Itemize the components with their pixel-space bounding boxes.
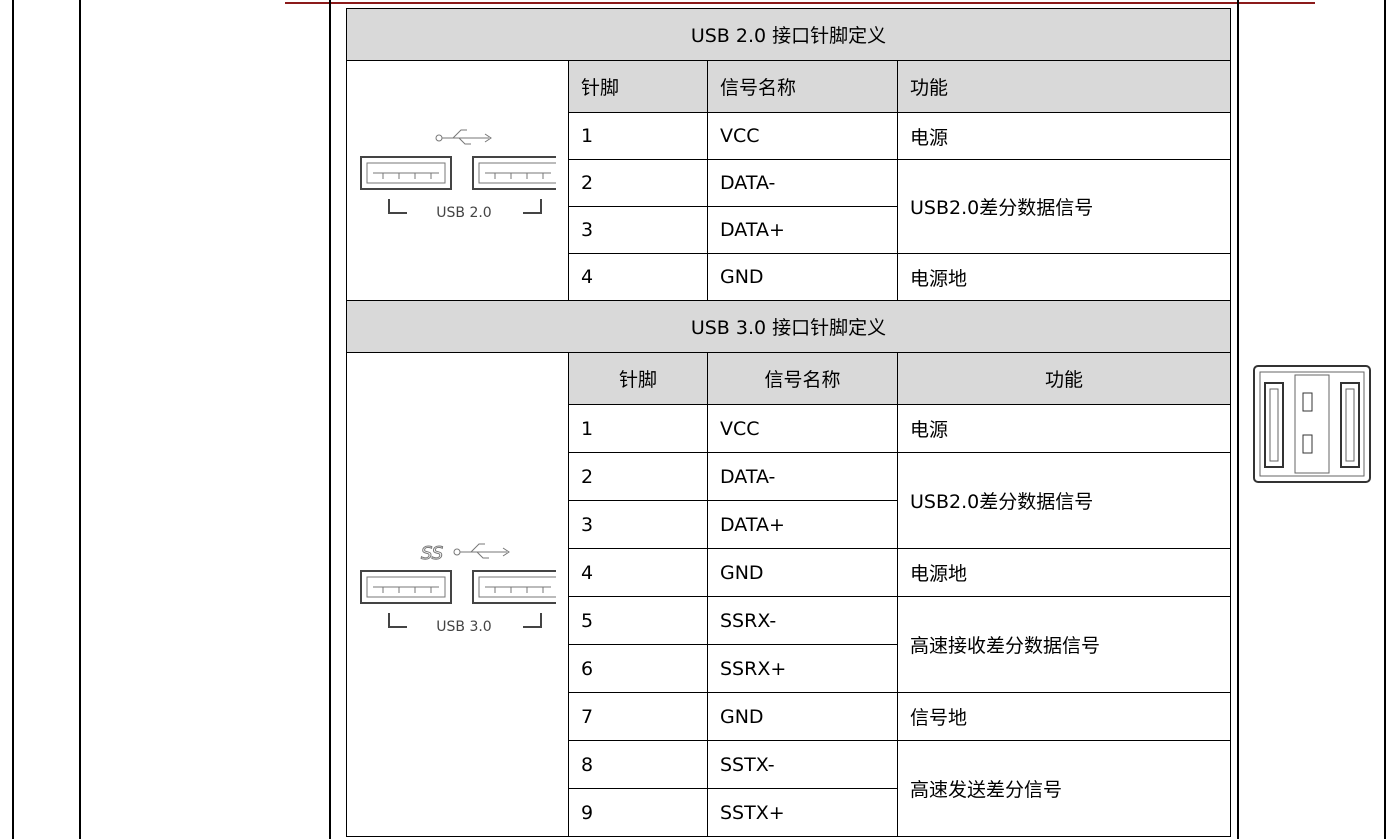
column-header: 针脚 — [568, 60, 708, 113]
signal-cell: VCC — [707, 404, 898, 453]
function-cell: 电源 — [897, 404, 1231, 453]
icon-part — [453, 548, 461, 555]
pin-cell: 2 — [568, 452, 708, 501]
border — [79, 0, 81, 839]
signal-cell: DATA- — [707, 159, 898, 207]
pin-cell: 4 — [568, 548, 708, 597]
border — [12, 0, 14, 839]
pin-cell: 3 — [568, 206, 708, 254]
column-header: 信号名称 — [707, 352, 898, 405]
icon-part — [373, 172, 439, 179]
column-header: 功能 — [897, 352, 1231, 405]
image-cell: SS USB 3.0 — [346, 352, 569, 837]
signal-cell: SSRX+ — [707, 644, 898, 693]
function-cell: USB2.0差分数据信号 — [897, 452, 1231, 549]
function-cell: 电源 — [897, 112, 1231, 160]
signal-cell: GND — [707, 548, 898, 597]
ss-logo: SS — [421, 543, 443, 564]
icon-part — [366, 576, 446, 597]
pin-cell: 9 — [568, 788, 708, 837]
icon-part — [472, 155, 556, 190]
usb-icon: SS USB 3.0 — [360, 542, 556, 635]
icon-part — [360, 569, 452, 604]
signal-cell: DATA+ — [707, 500, 898, 549]
pin-cell: 1 — [568, 404, 708, 453]
function-cell: 高速发送差分信号 — [897, 740, 1231, 837]
image-cell: USB 2.0 — [346, 60, 569, 301]
icon-part — [478, 162, 556, 183]
icon-label: USB 3.0 — [436, 619, 491, 635]
column-header: 针脚 — [568, 352, 708, 405]
column-header: 功能 — [897, 60, 1231, 113]
pin-cell: 8 — [568, 740, 708, 789]
icon-part — [442, 129, 492, 144]
pin-cell: 7 — [568, 692, 708, 741]
function-cell: 电源地 — [897, 548, 1231, 597]
icon-part — [460, 543, 510, 558]
signal-cell: SSTX- — [707, 740, 898, 789]
border — [1237, 0, 1239, 839]
signal-cell: SSRX- — [707, 596, 898, 645]
pin-cell: 6 — [568, 644, 708, 693]
section-title: USB 3.0 接口针脚定义 — [346, 300, 1231, 353]
icon-part — [388, 612, 542, 628]
icon-part — [373, 586, 439, 593]
icon-part — [366, 162, 446, 183]
function-cell: 信号地 — [897, 692, 1231, 741]
pin-cell: 3 — [568, 500, 708, 549]
section-title: USB 2.0 接口针脚定义 — [346, 8, 1231, 61]
signal-cell: DATA+ — [707, 206, 898, 254]
icon-part — [485, 172, 551, 179]
port-front-view — [1253, 365, 1371, 483]
signal-cell: GND — [707, 692, 898, 741]
header-rule — [285, 2, 1315, 4]
signal-cell: DATA- — [707, 452, 898, 501]
usb-icon: USB 2.0 — [360, 129, 556, 221]
pin-cell: 2 — [568, 159, 708, 207]
function-cell: 电源地 — [897, 253, 1231, 301]
icon-part — [435, 134, 443, 141]
function-cell: USB2.0差分数据信号 — [897, 159, 1231, 254]
border — [1384, 0, 1386, 839]
column-header: 信号名称 — [707, 60, 898, 113]
signal-cell: SSTX+ — [707, 788, 898, 837]
signal-cell: VCC — [707, 112, 898, 160]
icon-part — [478, 576, 556, 597]
icon-part — [388, 198, 542, 214]
pin-cell: 1 — [568, 112, 708, 160]
function-cell: 高速接收差分数据信号 — [897, 596, 1231, 693]
pin-cell: 4 — [568, 253, 708, 301]
icon-label: USB 2.0 — [436, 205, 491, 221]
icon-part — [472, 569, 556, 604]
signal-cell: GND — [707, 253, 898, 301]
pin-cell: 5 — [568, 596, 708, 645]
border — [329, 0, 331, 839]
icon-part — [485, 586, 551, 593]
icon-part — [360, 155, 452, 190]
